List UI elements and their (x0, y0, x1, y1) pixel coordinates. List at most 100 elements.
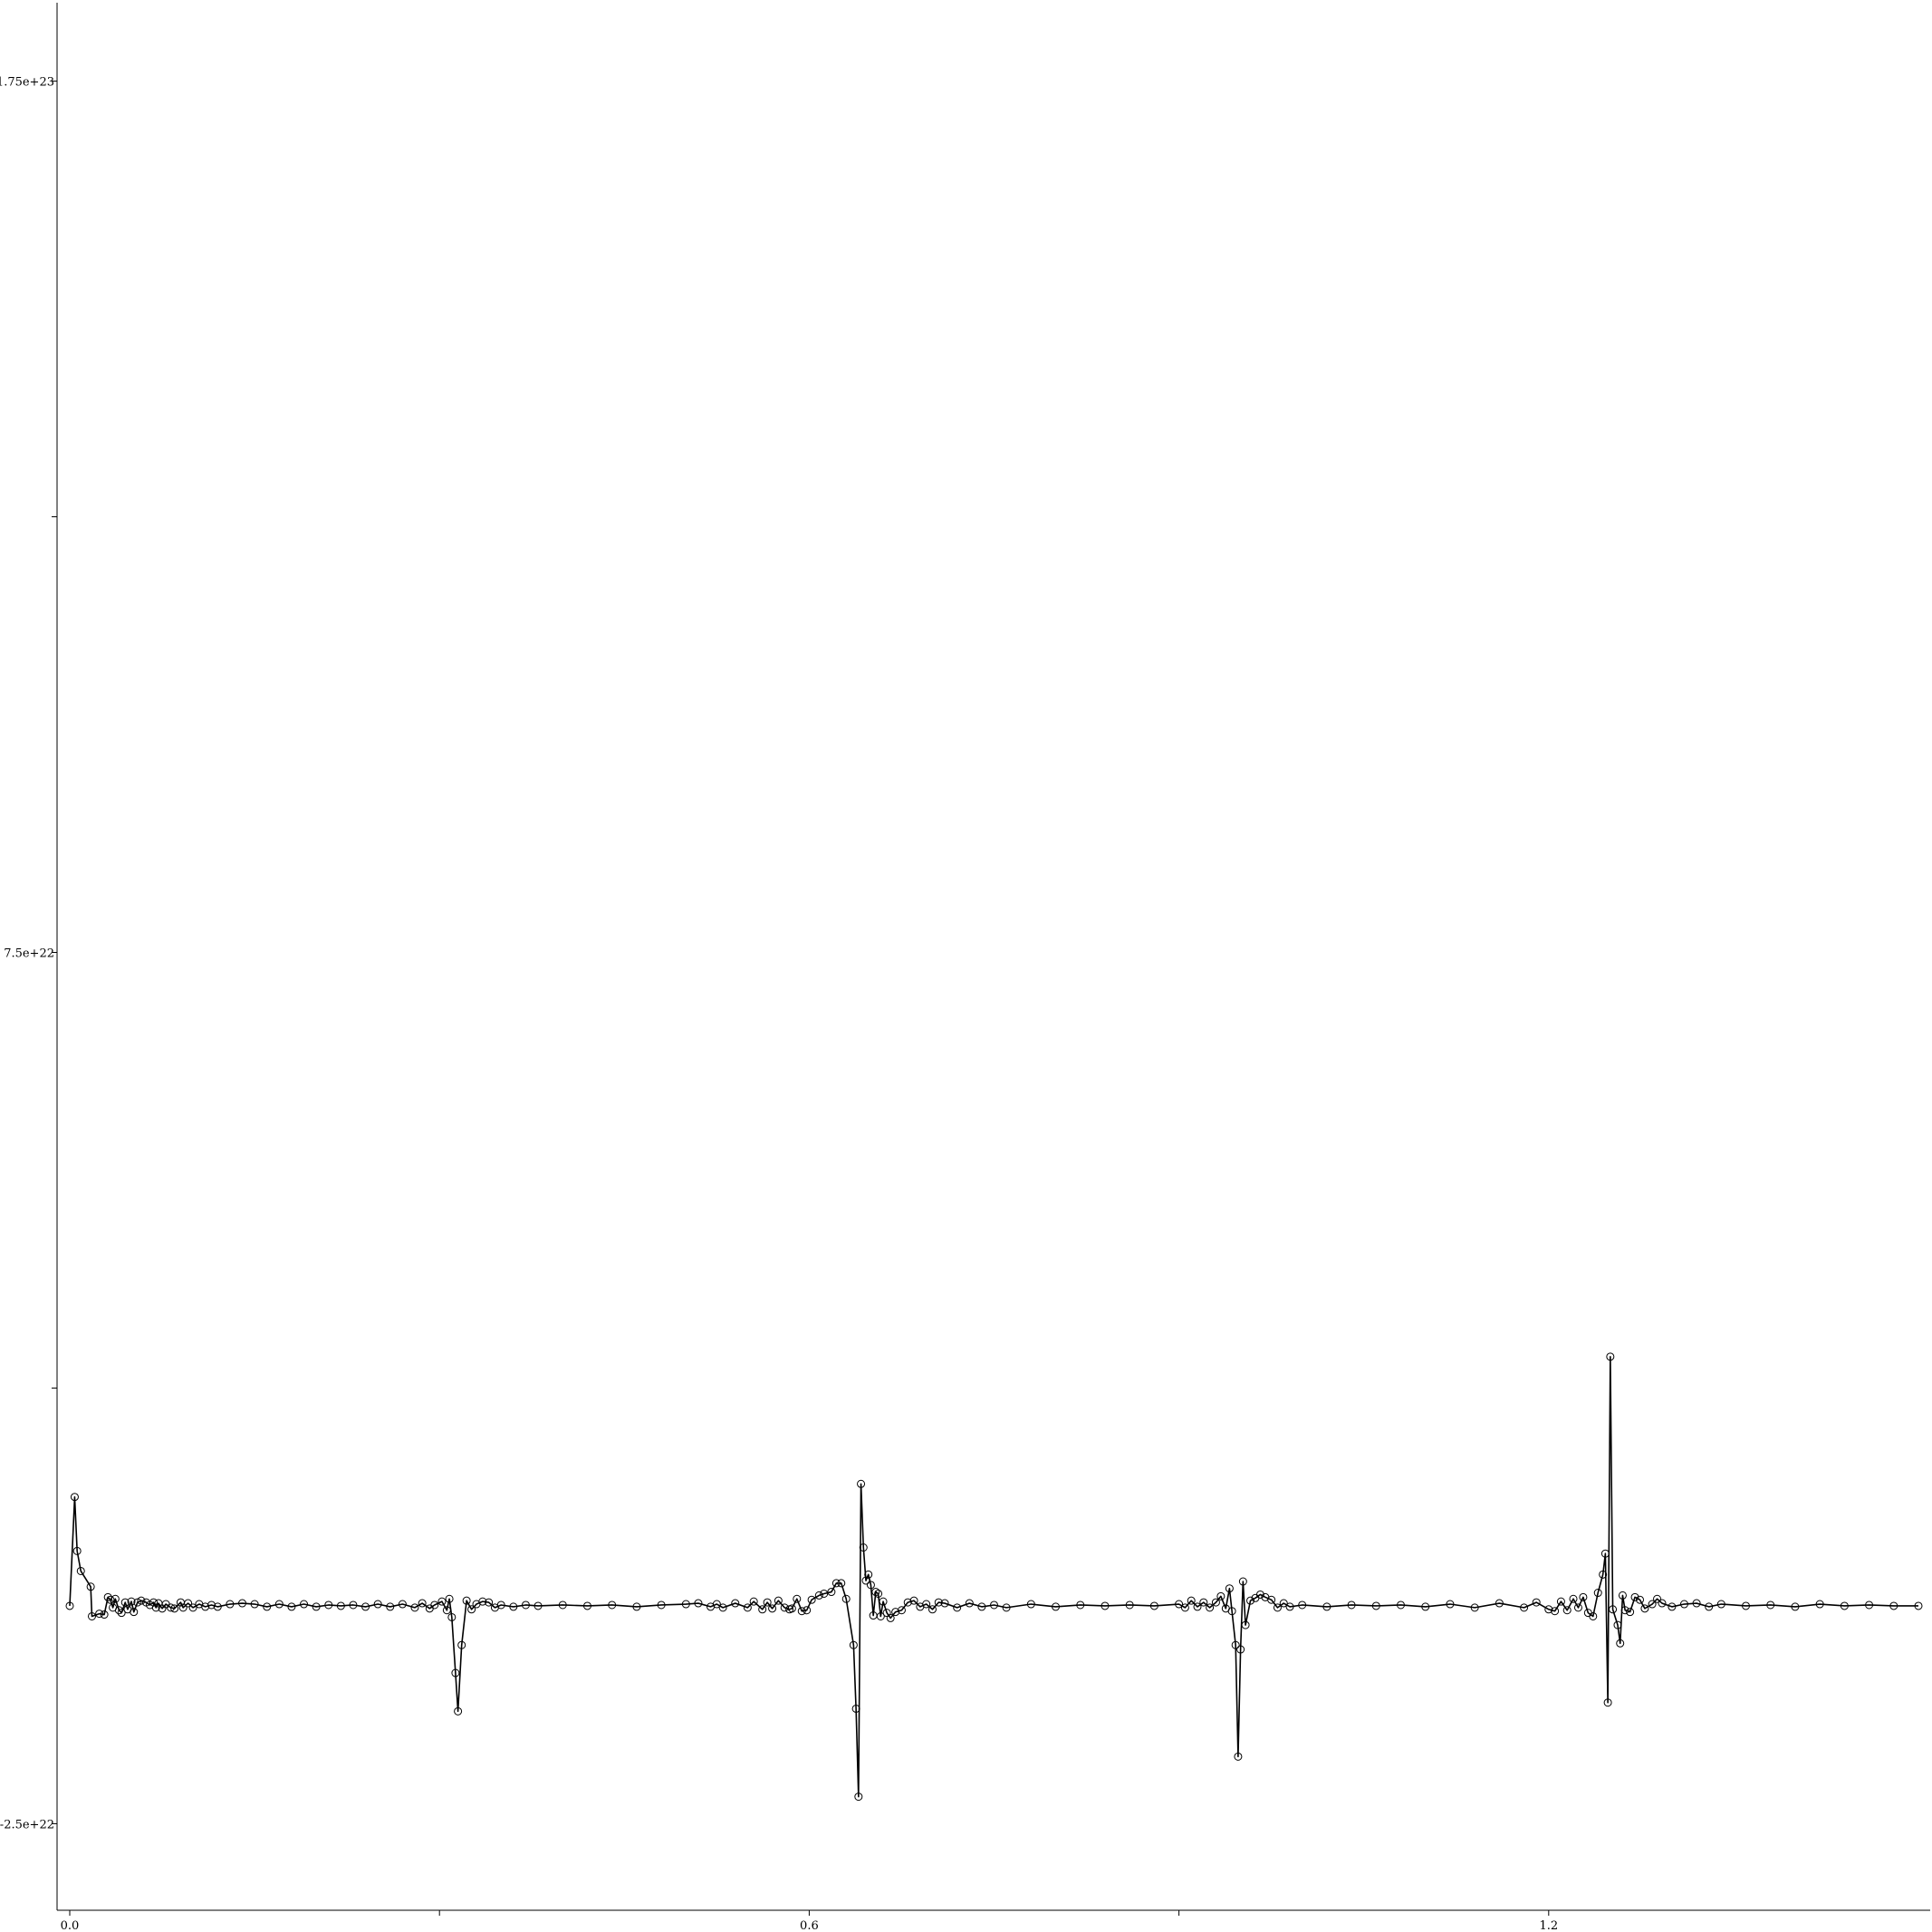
data-point-marker (130, 1608, 139, 1617)
data-point-marker (1227, 1607, 1236, 1616)
data-point-marker (207, 1600, 216, 1610)
data-point-marker (1716, 1600, 1725, 1609)
data-point-marker (1791, 1602, 1800, 1611)
data-point-marker (1238, 1577, 1247, 1586)
data-point-marker (1446, 1600, 1455, 1609)
data-point-marker (1889, 1601, 1898, 1610)
data-point-marker (485, 1598, 494, 1607)
x-tick-label: 0.0 (61, 1919, 80, 1932)
data-point-marker (1626, 1608, 1635, 1617)
data-point-marker (891, 1608, 900, 1617)
data-point-marker (70, 1493, 79, 1502)
data-point-marker (831, 1579, 841, 1588)
data-point-marker (467, 1605, 476, 1614)
data-point-marker (95, 1610, 104, 1619)
data-point-marker (188, 1603, 197, 1612)
data-point-marker (213, 1602, 222, 1611)
data-point-marker (1149, 1601, 1158, 1610)
data-point-marker (1470, 1603, 1479, 1612)
data-point-marker (1579, 1592, 1588, 1601)
data-point-marker (558, 1600, 567, 1610)
data-point-marker (1640, 1604, 1649, 1613)
data-point-marker (103, 1592, 112, 1601)
data-point-marker (111, 1594, 120, 1603)
data-point-marker (1603, 1698, 1612, 1707)
data-point-marker (1914, 1601, 1923, 1610)
data-point-marker (462, 1596, 471, 1605)
data-point-marker (418, 1599, 427, 1608)
data-point-marker (928, 1605, 937, 1614)
data-point-marker (167, 1603, 176, 1612)
data-point-marker (127, 1597, 136, 1606)
data-point-marker (977, 1602, 986, 1611)
data-point-marker (1613, 1620, 1622, 1629)
data-point-marker (827, 1588, 836, 1597)
data-point-marker (1609, 1605, 1618, 1614)
data-point-marker (151, 1603, 160, 1612)
data-point-marker (1742, 1601, 1751, 1610)
data-point-marker (178, 1603, 187, 1612)
data-point-marker (137, 1596, 146, 1605)
data-point-marker (768, 1604, 777, 1613)
data-point-marker (814, 1591, 823, 1600)
data-point-marker (851, 1704, 860, 1713)
data-point-marker (1267, 1595, 1276, 1604)
data-point-marker (1865, 1600, 1874, 1610)
data-point-marker (857, 1479, 866, 1488)
data-point-marker (1125, 1600, 1134, 1610)
data-point-marker (1193, 1602, 1202, 1611)
data-point-marker (1241, 1620, 1250, 1629)
data-point-marker (758, 1605, 767, 1614)
data-point-marker (1216, 1591, 1226, 1600)
data-point-marker (454, 1706, 463, 1716)
data-point-marker (657, 1600, 666, 1610)
data-point-marker (859, 1543, 868, 1552)
data-point-marker (582, 1601, 591, 1610)
data-point-marker (1679, 1600, 1688, 1609)
data-point-marker (1635, 1595, 1644, 1604)
x-axis-ticks: 0.0 0.6 1.2 (61, 1910, 1558, 1932)
data-point-marker (1298, 1600, 1307, 1610)
data-point-marker (854, 1793, 863, 1802)
data-point-marker (120, 1598, 130, 1607)
data-point-marker (731, 1599, 740, 1608)
data-point-marker (361, 1602, 370, 1611)
data-point-marker (250, 1600, 259, 1609)
data-point-marker (1616, 1639, 1625, 1648)
data-point-marker (749, 1597, 758, 1606)
y-axis-ticks: -2.5e+22 7.5e+22 1.75e+23 (0, 76, 57, 1831)
data-point-marker (274, 1600, 284, 1609)
data-point-marker (837, 1579, 846, 1588)
data-point-marker (871, 1588, 880, 1597)
data-point-marker (509, 1602, 518, 1611)
data-point-marker (430, 1600, 439, 1610)
data-point-marker (743, 1603, 752, 1612)
data-point-marker (879, 1597, 888, 1606)
data-point-marker (373, 1600, 382, 1609)
data-point-marker (86, 1582, 95, 1591)
data-point-marker (841, 1594, 851, 1603)
data-point-marker (133, 1598, 142, 1607)
data-point-marker (1520, 1603, 1529, 1612)
data-point-marker (1397, 1600, 1406, 1610)
data-point-marker (1815, 1600, 1824, 1609)
data-point-marker (1206, 1603, 1215, 1612)
data-point-marker (718, 1603, 727, 1612)
data-point-marker (398, 1600, 407, 1609)
data-point-marker (849, 1640, 858, 1649)
data-point-marker (694, 1599, 703, 1608)
data-point-marker (237, 1599, 246, 1608)
data-point-marker (1371, 1601, 1380, 1610)
data-point-marker (1648, 1600, 1657, 1609)
data-point-marker (1199, 1598, 1208, 1607)
data-point-marker (712, 1600, 721, 1609)
data-point-marker (793, 1594, 802, 1603)
data-point-marker (965, 1599, 974, 1608)
data-point-marker (797, 1607, 806, 1616)
data-point-marker (170, 1604, 179, 1613)
data-point-marker (1225, 1584, 1234, 1593)
y-tick-label: 7.5e+22 (4, 947, 54, 961)
data-point-marker (1766, 1600, 1775, 1610)
data-point-marker (1532, 1598, 1541, 1607)
